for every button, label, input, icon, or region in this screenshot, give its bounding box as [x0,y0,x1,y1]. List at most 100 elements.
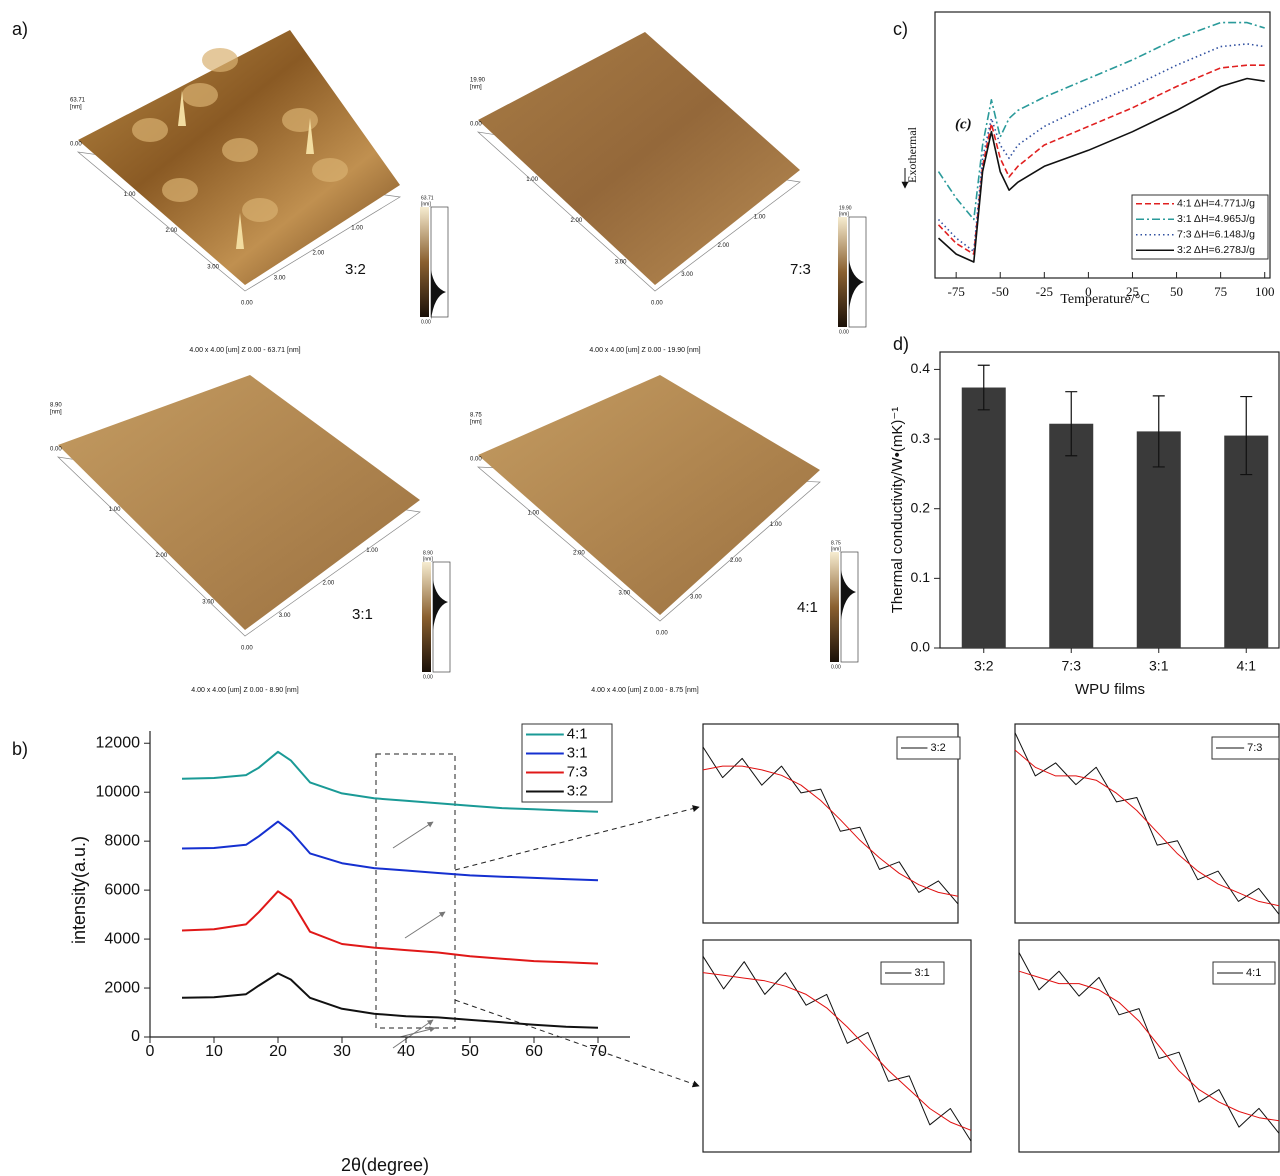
afm-peak [242,198,278,222]
afm-peak [312,158,348,182]
series-line [182,822,598,881]
afm-peak [202,48,238,72]
afm-peak [222,138,258,162]
colorbar-label: [nm] [423,556,433,562]
afm-axis-label: 3.00 [274,276,286,282]
x-tick-label: 60 [525,1043,543,1060]
pointer-arrow [393,822,433,848]
y-tick-label: 0 [131,1028,140,1045]
afm-caption: 4.00 x 4.00 [um] Z 0.00 - 8.90 [nm] [191,687,298,694]
x-tick-label: 10 [205,1043,223,1060]
x-tick-label: -25 [1036,284,1053,299]
afm-image: 19.90[nm]0.000.001.001.002.002.003.003.0… [470,32,866,354]
afm-axis-label: 2.00 [313,251,325,257]
afm-axis-label: 1.00 [528,511,540,517]
afm-caption: 4.00 x 4.00 [um] Z 0.00 - 19.90 [nm] [589,347,700,354]
panel-label: a) [12,19,28,39]
series-line [1019,971,1279,1121]
legend-label: 3:2 [930,742,945,754]
x-tick-label: -50 [992,284,1009,299]
colorbar [838,217,847,327]
afm-axis-label: 1.00 [109,507,121,513]
afm-axis-label: 0.00 [241,646,253,652]
zoom-box [376,754,455,1028]
ratio-label: 3:2 [345,261,366,278]
afm-axis-label: 0.00 [70,142,82,148]
series-line [1015,733,1279,915]
legend-label: 7:3 ΔH=6.148J/g [1177,229,1255,241]
afm-peak [132,118,168,142]
colorbar-label: 0.00 [423,674,433,680]
x-tick-label: 70 [589,1043,607,1060]
legend-label: 3:1 ΔH=4.965J/g [1177,213,1255,225]
figure: a) b) c) d) 63.71[nm]0.000.001.001.002.0… [0,0,1280,1176]
afm-axis-label: 1.00 [366,548,378,554]
afm-axis-label: 2.00 [323,581,335,587]
afm-axis-label: 3.00 [681,272,693,278]
y-tick-label: 0.4 [911,360,931,376]
zoom-arrow [455,807,699,870]
afm-caption: 4.00 x 4.00 [um] Z 0.00 - 8.75 [nm] [591,687,698,694]
afm-image: 8.90[nm]0.000.001.001.002.002.003.003.00… [50,375,450,694]
colorbar-label: [nm] [839,211,849,217]
series-line [182,891,598,963]
afm-axis-label: 0.00 [50,447,62,453]
legend-label: 4:1 [567,725,588,742]
afm-axis-label: [nm] [470,85,482,91]
panel-label: b) [12,739,28,759]
y-tick-label: 12000 [96,734,141,751]
afm-axis-label: 0.00 [470,122,482,128]
zoom-annotations [376,754,699,1086]
series-line [1015,750,1279,906]
afm-surface [58,375,420,630]
afm-peak [162,178,198,202]
afm-axis-label: 3.00 [619,591,631,597]
afm-axis-label: 1.00 [526,177,538,183]
zoom-arrow [455,1000,699,1086]
afm-axis-label: [nm] [470,420,482,426]
afm-axis-label: 3.00 [690,594,702,600]
x-tick-label: -75 [947,284,964,299]
ratio-label: 7:3 [790,261,811,278]
y-tick-label: 10000 [96,783,141,800]
y-axis-label: intensity(a.u.) [69,836,89,944]
y-axis-label: Exothermal [905,126,919,183]
pointer-arrow [400,1028,435,1037]
panel-label: d) [893,334,909,354]
colorbar [422,562,431,672]
colorbar [830,552,839,662]
series-line [182,973,598,1027]
legend-label: 4:1 ΔH=4.771J/g [1177,198,1255,210]
afm-axis-label: 19.90 [470,78,486,84]
colorbar-label: 0.00 [839,329,849,335]
y-tick-label: 6000 [104,881,140,898]
x-tick-label: 50 [461,1043,479,1060]
colorbar-label: 0.00 [421,319,431,325]
y-tick-label: 0.0 [911,639,931,655]
ratio-label: 3:1 [352,606,373,623]
x-tick-label: 4:1 [1237,658,1257,674]
afm-axis-label: 8.75 [470,413,482,419]
afm-surface [478,375,820,615]
afm-axis-label: 1.00 [770,522,782,528]
bar [1049,424,1093,648]
pointer-arrow [405,912,445,938]
y-tick-label: 0.2 [911,499,931,515]
series-line [703,973,971,1131]
x-tick-label: 3:1 [1149,658,1169,674]
series-line [703,747,958,904]
y-tick-label: 4000 [104,930,140,947]
afm-axis-label: 63.71 [70,98,86,104]
y-tick-label: 0.3 [911,430,931,446]
ratio-label: 4:1 [797,599,818,616]
legend-label: 4:1 [1246,967,1261,979]
afm-caption: 4.00 x 4.00 [um] Z 0.00 - 63.71 [nm] [189,347,300,354]
x-tick-label: 75 [1214,284,1227,299]
afm-axis-label: 2.00 [156,553,168,559]
afm-image: 8.75[nm]0.000.001.001.002.002.003.003.00… [470,375,858,694]
x-axis-label: 2θ(degree) [341,1155,429,1175]
colorbar [420,207,429,317]
legend-label: 3:2 ΔH=6.278J/g [1177,244,1255,256]
afm-axis-label: [nm] [50,410,62,416]
legend-label: 7:3 [567,763,588,780]
